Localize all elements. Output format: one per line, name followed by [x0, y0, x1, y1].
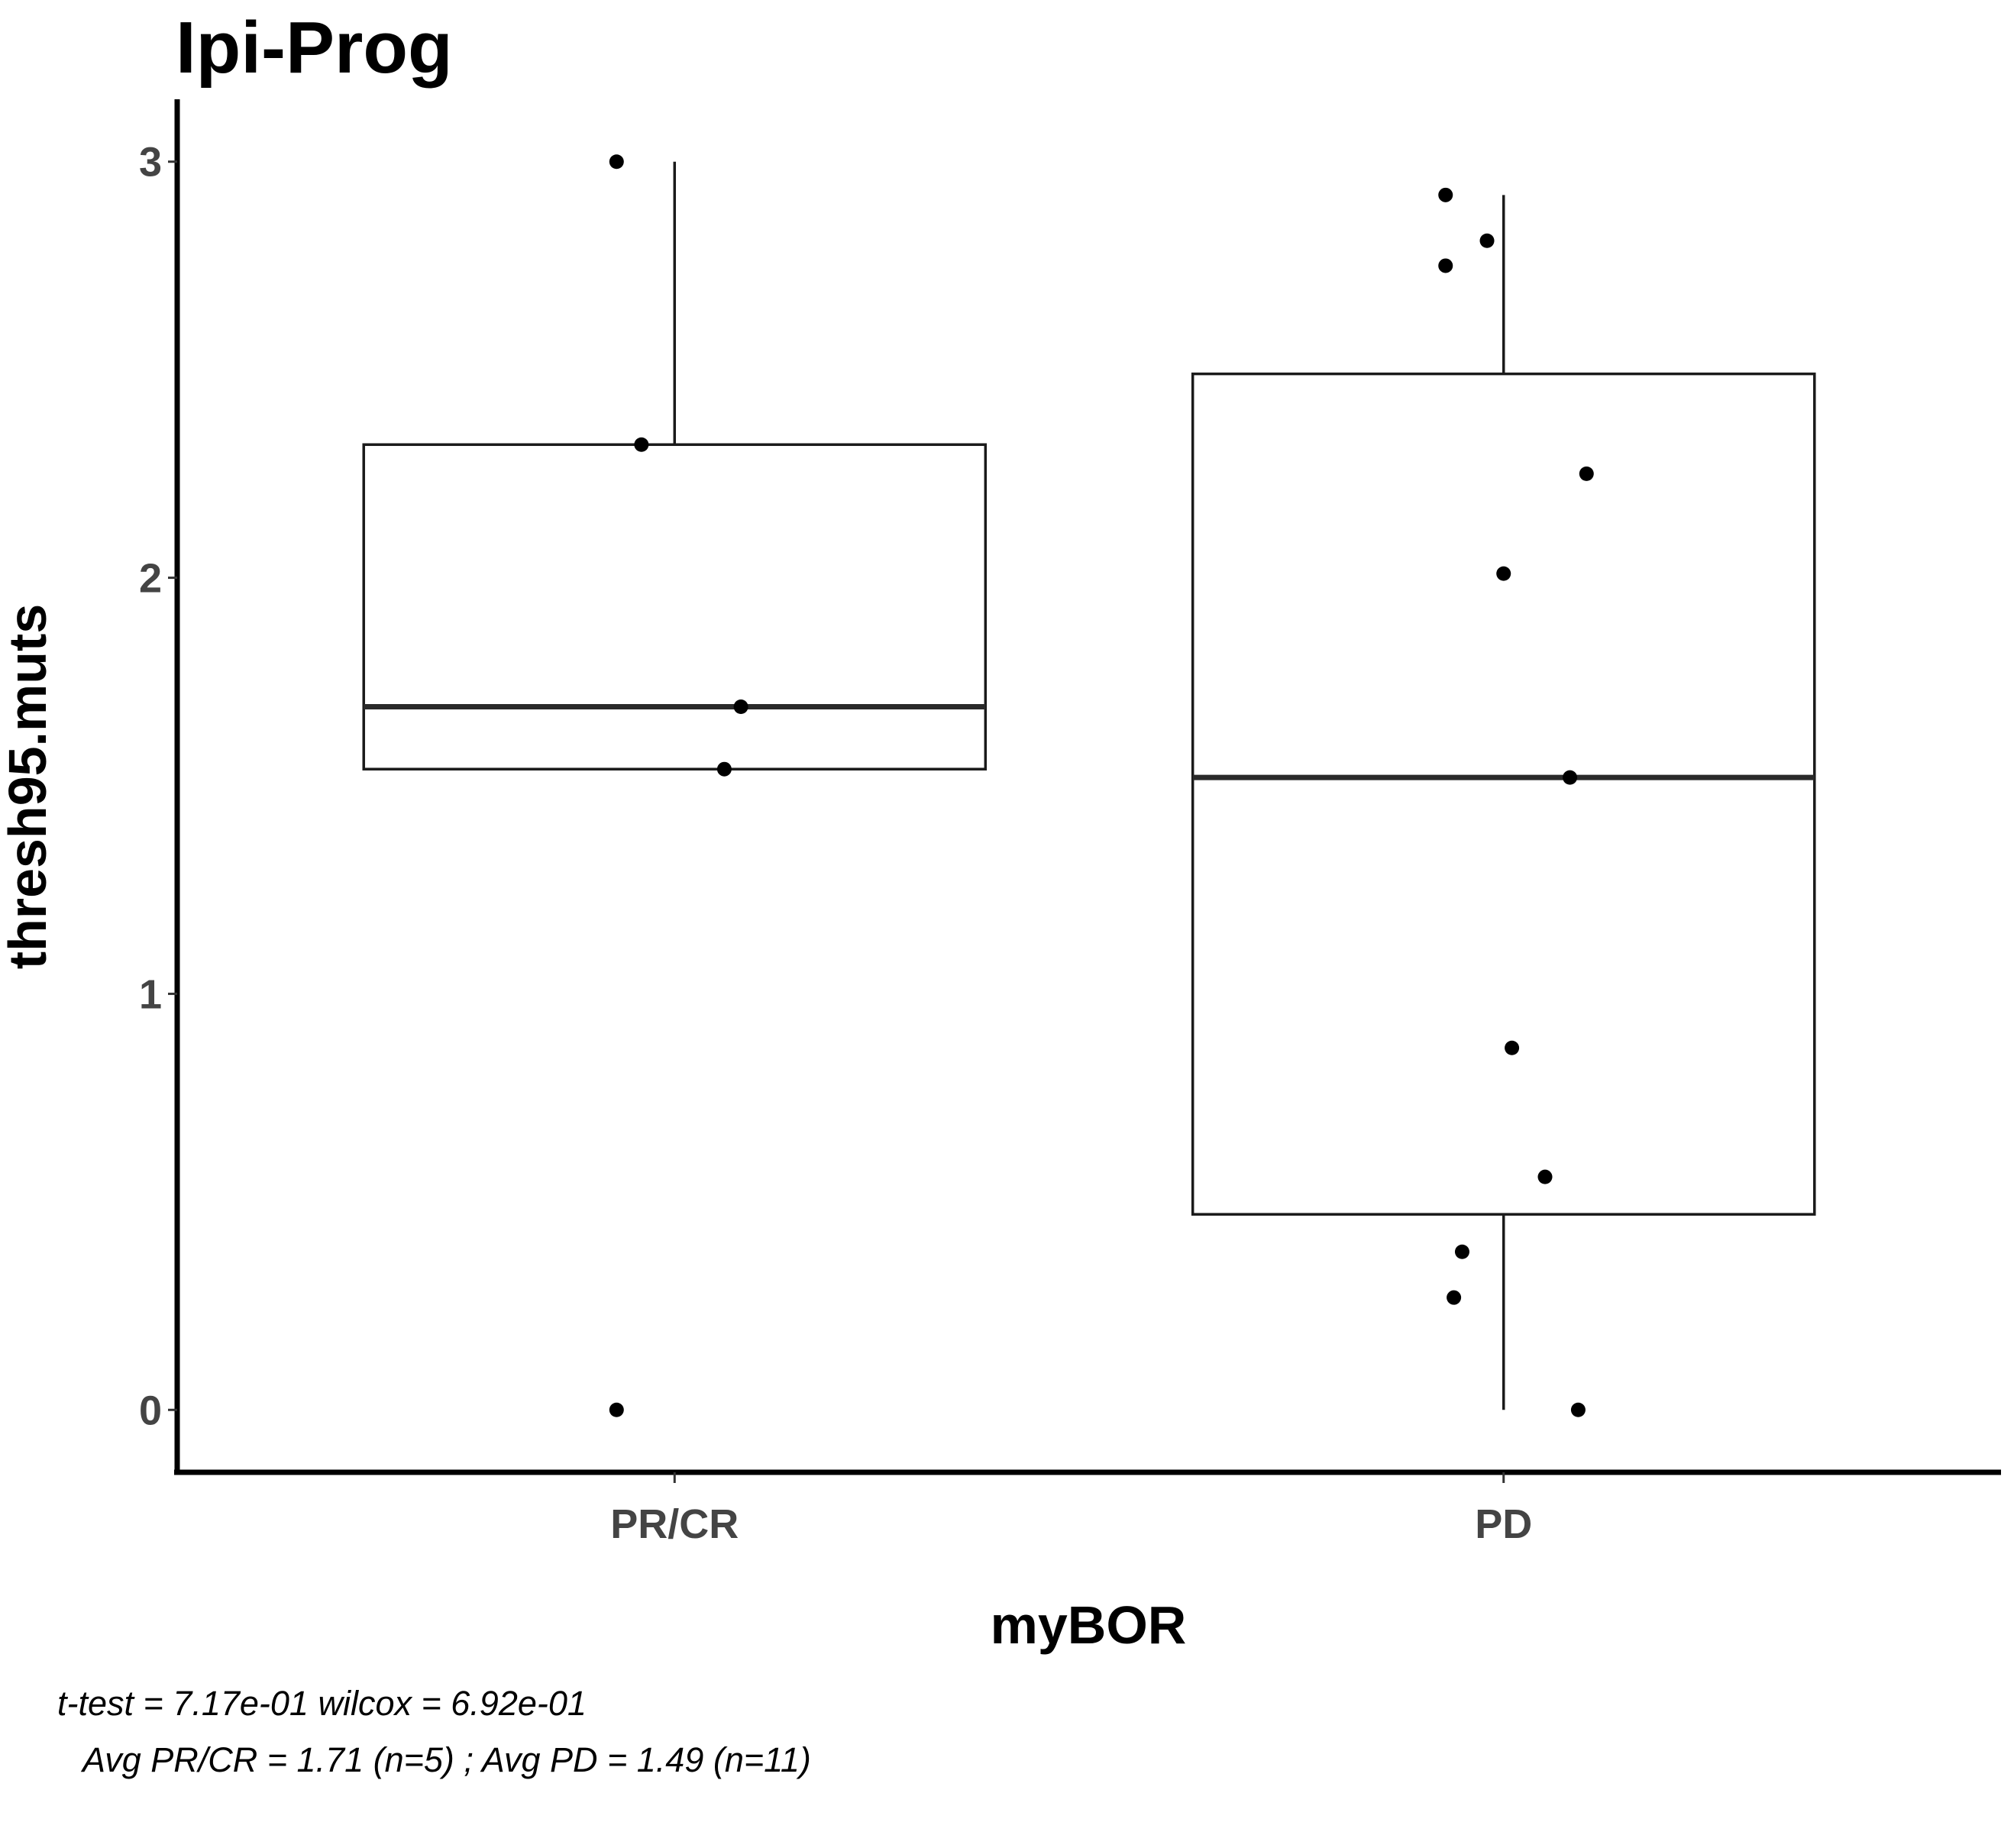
point-layer [609, 154, 1594, 1417]
y-tick-label: 1 [139, 971, 162, 1017]
y-axis-title: thresh95.muts [0, 604, 57, 969]
chart-title: Ipi-Prog [176, 7, 453, 89]
data-point [1537, 1169, 1553, 1184]
data-point [733, 699, 748, 714]
data-point [1570, 1402, 1586, 1417]
data-point [634, 437, 649, 452]
x-tick-label: PR/CR [610, 1501, 739, 1547]
box-pr-cr [362, 161, 988, 771]
data-point [1563, 770, 1578, 785]
iqr-box [362, 443, 988, 771]
caption-averages: Avg PR/CR = 1.71 (n=5) ; Avg PD = 1.49 (… [80, 1740, 811, 1779]
box-layer [362, 161, 1816, 1410]
iqr-box [1191, 372, 1816, 1216]
y-tick-label: 3 [139, 140, 162, 186]
data-point [1505, 1040, 1520, 1055]
y-tick-label: 2 [139, 556, 162, 602]
data-point [609, 154, 624, 170]
data-point [1496, 566, 1511, 581]
axes [174, 99, 2001, 1475]
y-ticks: 0 1 2 3 [139, 140, 177, 1433]
x-ticks: PR/CR PD [610, 1472, 1532, 1547]
data-point [1479, 233, 1495, 248]
data-point [1438, 258, 1453, 273]
data-point [1438, 187, 1453, 202]
caption-stats: t-test = 7.17e-01 wilcox = 6.92e-01 [57, 1684, 587, 1723]
x-axis-title: myBOR [991, 1595, 1187, 1655]
data-point [716, 761, 732, 777]
data-point [1579, 466, 1594, 481]
data-point [1454, 1244, 1469, 1259]
x-tick-label: PD [1475, 1501, 1532, 1547]
y-tick-label: 0 [139, 1388, 162, 1433]
box-pd [1191, 195, 1816, 1410]
data-point [1447, 1290, 1462, 1305]
data-point [609, 1402, 624, 1417]
